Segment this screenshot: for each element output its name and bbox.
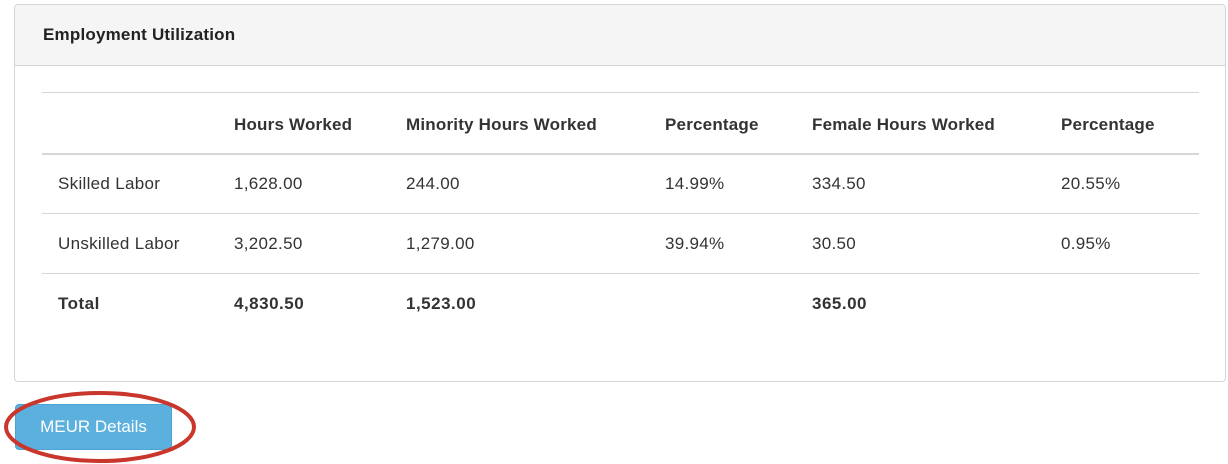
total-label: Total (58, 293, 100, 313)
female-hours-cell: 30.50 (796, 213, 1045, 274)
header-female-hours-worked: Female Hours Worked (796, 92, 1045, 155)
panel-title: Employment Utilization (43, 25, 236, 44)
table-row: Skilled Labor 1,628.00 244.00 14.99% 334… (42, 153, 1199, 214)
header-row-label (42, 92, 218, 155)
header-minority-hours-worked: Minority Hours Worked (390, 92, 649, 155)
minority-hours-cell: 1,279.00 (390, 213, 649, 274)
total-minority-percentage (649, 274, 796, 334)
row-label: Unskilled Labor (42, 213, 218, 274)
table-row: Unskilled Labor 3,202.50 1,279.00 39.94%… (42, 213, 1199, 274)
total-female-percentage (1045, 274, 1199, 334)
female-percentage-cell: 0.95% (1045, 213, 1199, 274)
utilization-table-wrapper: Hours Worked Minority Hours Worked Perce… (42, 92, 1199, 334)
total-hours-worked: 4,830.50 (234, 293, 305, 313)
hours-worked-cell: 3,202.50 (218, 213, 390, 274)
table-header-row: Hours Worked Minority Hours Worked Perce… (42, 92, 1199, 155)
panel-heading: Employment Utilization (15, 5, 1225, 66)
total-minority-hours: 1,523.00 (406, 293, 477, 313)
minority-percentage-cell: 14.99% (649, 153, 796, 214)
header-minority-percentage: Percentage (649, 92, 796, 155)
female-hours-cell: 334.50 (796, 153, 1045, 214)
hours-worked-cell: 1,628.00 (218, 153, 390, 214)
row-label: Skilled Labor (42, 153, 218, 214)
header-hours-worked: Hours Worked (218, 92, 390, 155)
table-total-row: Total 4,830.50 1,523.00 365.00 (42, 274, 1199, 334)
minority-percentage-cell: 39.94% (649, 213, 796, 274)
employment-utilization-panel: Employment Utilization Hours Worked Mino… (14, 4, 1226, 382)
minority-hours-cell: 244.00 (390, 153, 649, 214)
female-percentage-cell: 20.55% (1045, 153, 1199, 214)
header-female-percentage: Percentage (1045, 92, 1199, 155)
total-female-hours: 365.00 (812, 293, 867, 313)
utilization-table: Hours Worked Minority Hours Worked Perce… (42, 92, 1199, 334)
meur-details-button[interactable]: MEUR Details (15, 404, 172, 450)
